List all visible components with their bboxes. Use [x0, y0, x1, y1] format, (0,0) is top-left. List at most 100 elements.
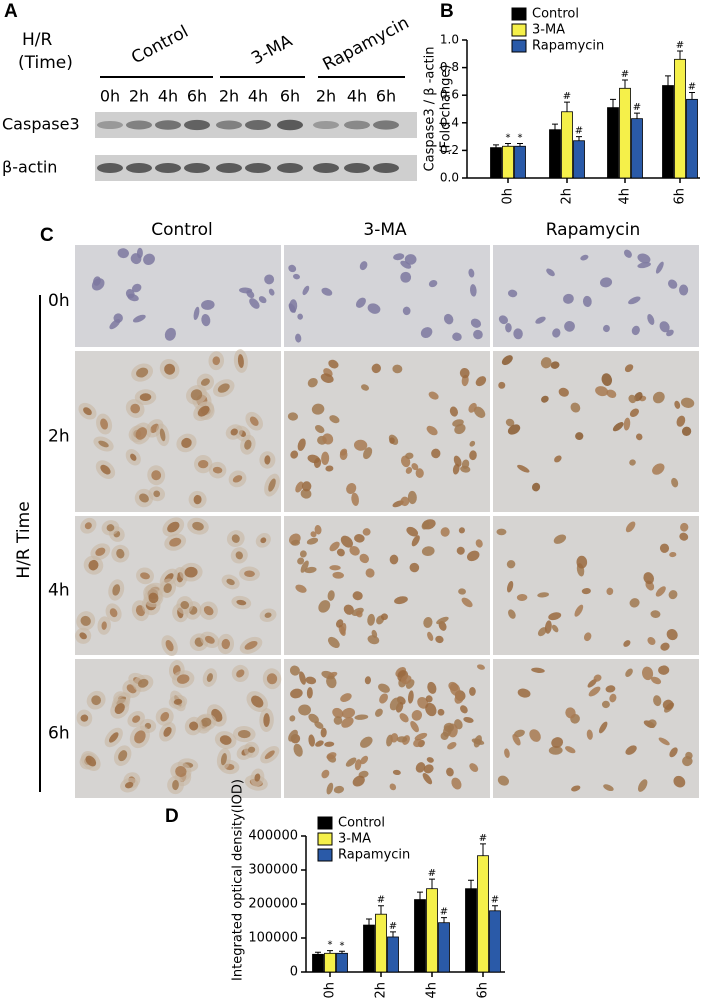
cell: [339, 448, 348, 456]
cell: [355, 297, 366, 308]
error-bar: [622, 79, 628, 89]
significance-marker: #: [491, 895, 499, 906]
cell: [321, 769, 330, 779]
cell: [127, 293, 139, 302]
error-bar: [378, 905, 384, 915]
panel-label: C: [40, 225, 54, 246]
cell: [355, 610, 363, 618]
cell: [599, 721, 608, 734]
cell: [345, 757, 357, 767]
cell: [321, 287, 333, 296]
cell: [137, 678, 149, 688]
cell: [313, 457, 322, 468]
cell: [512, 733, 521, 746]
cell: [422, 773, 433, 785]
cell: [425, 702, 437, 717]
cell: [468, 268, 475, 278]
cell: [435, 635, 444, 644]
cell: [667, 279, 678, 289]
cell: [505, 418, 515, 427]
cell: [320, 727, 327, 738]
cell: [629, 598, 640, 608]
cell: [251, 695, 264, 708]
cell: [541, 395, 549, 403]
cell: [288, 264, 297, 273]
cell: [628, 394, 637, 404]
cell: [165, 640, 174, 652]
cell: [130, 453, 137, 461]
cell: [91, 695, 102, 706]
cell: [411, 710, 423, 721]
group-label: Rapamycin: [320, 13, 413, 75]
cell: [297, 313, 303, 320]
cell: [669, 551, 677, 558]
blot-band: [184, 119, 210, 131]
legend-swatch: [511, 7, 527, 21]
cell: [625, 668, 633, 677]
cell: [402, 306, 411, 316]
cell: [290, 450, 299, 459]
cell: [426, 757, 434, 763]
cell: [454, 693, 464, 704]
cell: [668, 590, 678, 600]
y-tick-label: 100000: [248, 931, 298, 946]
cell: [371, 629, 378, 638]
cell: [399, 713, 409, 723]
cell: [367, 303, 381, 314]
y-tick-label: 0.0: [440, 171, 459, 185]
blot-band: [216, 163, 242, 173]
cell: [410, 720, 419, 733]
cell: [551, 737, 564, 748]
error-bar: [417, 891, 423, 900]
cell: [260, 537, 267, 544]
cell: [109, 319, 121, 330]
blot-band: [155, 120, 181, 130]
cell: [456, 546, 465, 555]
cell: [295, 584, 307, 593]
cell: [169, 537, 182, 547]
cell: [131, 283, 142, 293]
error-bar: [390, 931, 396, 937]
bar: [363, 924, 375, 973]
cell: [307, 377, 318, 388]
cell: [268, 288, 275, 296]
error-bar: [505, 143, 511, 147]
cell: [662, 699, 674, 710]
cell: [193, 494, 202, 505]
error-bar: [564, 101, 570, 112]
cell: [140, 572, 150, 580]
cell: [143, 253, 155, 265]
bar: [477, 855, 489, 973]
cell: [636, 433, 643, 441]
blot-band: [373, 163, 399, 173]
cell: [431, 448, 441, 459]
cell: [351, 492, 359, 506]
cell: [371, 363, 381, 374]
cell: [469, 450, 477, 461]
cell: [289, 299, 298, 313]
bar: [414, 899, 426, 973]
cell: [232, 475, 243, 483]
cell: [314, 525, 322, 535]
cell: [132, 314, 146, 323]
hr-time-label: H/R Time: [14, 501, 34, 578]
bar: [489, 910, 501, 973]
cell: [459, 367, 470, 379]
blot-band: [155, 163, 181, 173]
cell: [380, 613, 388, 621]
cell: [135, 427, 148, 440]
cell: [443, 725, 452, 737]
cell: [634, 392, 643, 402]
cell: [658, 737, 670, 746]
lane-label: 4h: [248, 87, 268, 106]
cell: [295, 333, 302, 343]
error-bar: [468, 879, 474, 889]
legend-label: 3-MA: [532, 23, 565, 38]
cell: [409, 562, 420, 573]
cell: [148, 592, 159, 604]
panel-label: A: [4, 1, 18, 22]
cell: [118, 750, 128, 762]
cell: [463, 716, 474, 723]
cell: [581, 588, 591, 595]
cell: [389, 554, 399, 565]
